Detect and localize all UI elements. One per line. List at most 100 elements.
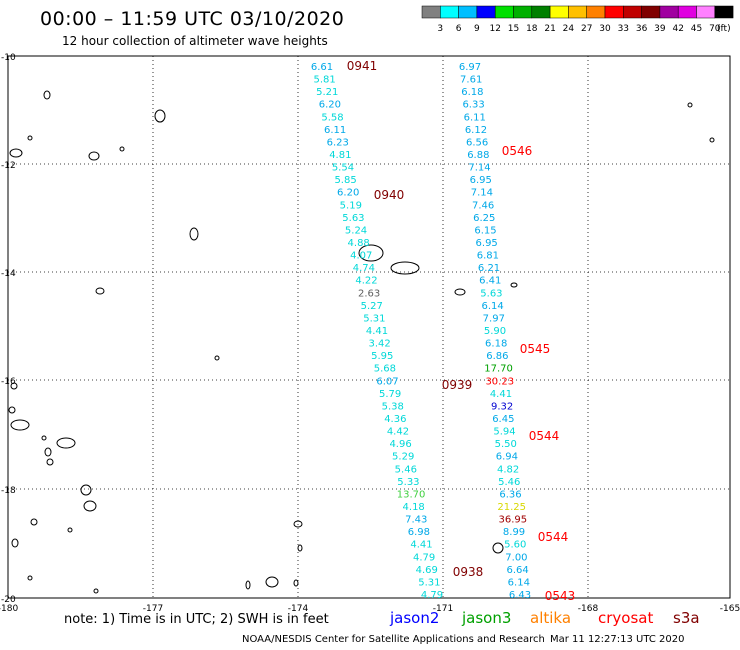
- wave-height-value: 21.25: [497, 502, 526, 513]
- wave-height-value: 6.23: [327, 137, 349, 148]
- wave-height-value: 6.36: [499, 489, 521, 500]
- wave-height-value: 36.95: [499, 515, 528, 526]
- longitude-label: -165: [720, 604, 740, 614]
- latitude-label: -14: [1, 269, 16, 279]
- island-outline: [27, 575, 33, 581]
- wave-height-value: 4.81: [329, 150, 351, 161]
- color-scale-label: 27: [581, 24, 592, 34]
- wave-height-value: 6.18: [485, 339, 507, 350]
- wave-height-value: 4.42: [387, 427, 409, 438]
- pass-time-label: 0940: [374, 188, 405, 202]
- wave-height-value: 7.46: [472, 200, 494, 211]
- island-outline: [93, 588, 99, 594]
- island-outline: [67, 527, 73, 533]
- color-scale-label: 42: [672, 24, 683, 34]
- legend-note: note: 1) Time is in UTC; 2) SWH is in fe…: [64, 612, 329, 627]
- wave-height-value: 6.11: [324, 125, 346, 136]
- longitude-label: -168: [578, 604, 599, 614]
- latitude-label: -12: [1, 161, 16, 171]
- wave-height-value: 5.94: [493, 427, 515, 438]
- credit-line: NOAA/NESDIS Center for Satellite Applica…: [242, 634, 545, 645]
- longitude-label: -180: [0, 604, 18, 614]
- wave-height-value: 6.98: [408, 527, 430, 538]
- wave-height-value: 4.22: [355, 276, 377, 287]
- wave-height-value: 6.88: [467, 150, 489, 161]
- wave-height-value: 6.41: [479, 276, 501, 287]
- wave-height-value: 5.79: [379, 389, 401, 400]
- longitude-label: -177: [143, 604, 163, 614]
- pass-time-label: 0941: [347, 59, 378, 73]
- wave-height-value: 6.86: [486, 351, 508, 362]
- wave-height-value: 4.69: [416, 565, 438, 576]
- wave-height-value: 6.56: [466, 137, 488, 148]
- island-outline: [454, 288, 466, 296]
- page-title: 00:00 – 11:59 UTC 03/10/2020: [40, 8, 345, 30]
- wave-height-value: 13.70: [397, 489, 426, 500]
- wave-height-value: 7.00: [505, 552, 527, 563]
- wave-height-value: 6.97: [459, 62, 481, 73]
- longitude-label: -174: [288, 604, 309, 614]
- color-scale-label: 36: [636, 24, 648, 34]
- color-scale-label: 12: [489, 24, 500, 34]
- wave-height-value: 4.36: [384, 414, 406, 425]
- island-outline: [83, 500, 97, 512]
- island-outline: [44, 447, 52, 457]
- island-outline: [30, 518, 38, 526]
- wave-height-value: 7.97: [483, 313, 505, 324]
- wave-height-value: 5.27: [361, 301, 383, 312]
- color-scale-label: 30: [599, 24, 611, 34]
- wave-height-value: 6.61: [311, 62, 333, 73]
- wave-height-value: 6.11: [464, 112, 486, 123]
- wave-height-value: 5.38: [382, 401, 404, 412]
- island-outline: [214, 355, 220, 361]
- island-outline: [8, 406, 16, 414]
- wave-height-value: 5.85: [334, 175, 356, 186]
- wave-height-value: 3.42: [368, 339, 390, 350]
- wave-height-value: 5.21: [316, 87, 338, 98]
- wave-height-value: 5.68: [374, 364, 396, 375]
- wave-height-value: 6.20: [319, 100, 341, 111]
- island-outline: [687, 102, 693, 108]
- wave-height-value: 5.31: [418, 577, 440, 588]
- legend-s3a: s3a: [673, 609, 700, 627]
- color-scale-bar: 3 6 9 12 15 18 21 24 27 30 33 36 39 42 45 70(ft): [421, 5, 734, 34]
- island-outline: [358, 244, 384, 262]
- wave-height-value: 4.07: [350, 251, 372, 262]
- island-outline: [41, 435, 47, 441]
- wave-height-value: 6.94: [496, 452, 518, 463]
- wave-height-value: 6.43: [509, 590, 531, 601]
- wave-height-value: 6.14: [508, 577, 530, 588]
- pass-time-label: 0546: [502, 144, 533, 158]
- island-outline: [297, 544, 303, 552]
- wave-height-value: 7.14: [471, 188, 493, 199]
- color-scale-label: (ft): [717, 24, 731, 34]
- wave-height-value: 5.95: [371, 351, 393, 362]
- map-frame: [7, 55, 731, 599]
- wave-height-value: 6.20: [337, 188, 359, 199]
- wave-height-value: 5.19: [340, 200, 362, 211]
- pass-time-label: 0939: [442, 378, 473, 392]
- wave-height-value: 6.81: [477, 251, 499, 262]
- color-scale-label: 45: [691, 24, 702, 34]
- island-outline: [11, 538, 19, 548]
- wave-height-value: 4.41: [490, 389, 512, 400]
- pass-time-label: 0544: [538, 530, 569, 544]
- wave-height-value: 5.33: [397, 477, 419, 488]
- wave-height-value: 6.25: [473, 213, 495, 224]
- island-outline: [88, 151, 100, 161]
- wave-height-value: 30.23: [485, 376, 514, 387]
- wave-height-value: 6.45: [492, 414, 514, 425]
- island-outline: [293, 579, 299, 587]
- pass-time-label: 0545: [520, 342, 551, 356]
- island-outline: [119, 146, 125, 152]
- wave-height-value: 5.90: [484, 326, 506, 337]
- wave-height-value: 5.81: [313, 75, 335, 86]
- pass-time-label: 0544: [529, 429, 560, 443]
- legend-jason2: jason2: [390, 609, 440, 627]
- island-outline: [245, 580, 251, 590]
- color-scale-label: 18: [526, 24, 538, 34]
- island-outline: [27, 135, 33, 141]
- color-scale-label: 33: [618, 24, 629, 34]
- legend-altika: altika: [530, 609, 572, 627]
